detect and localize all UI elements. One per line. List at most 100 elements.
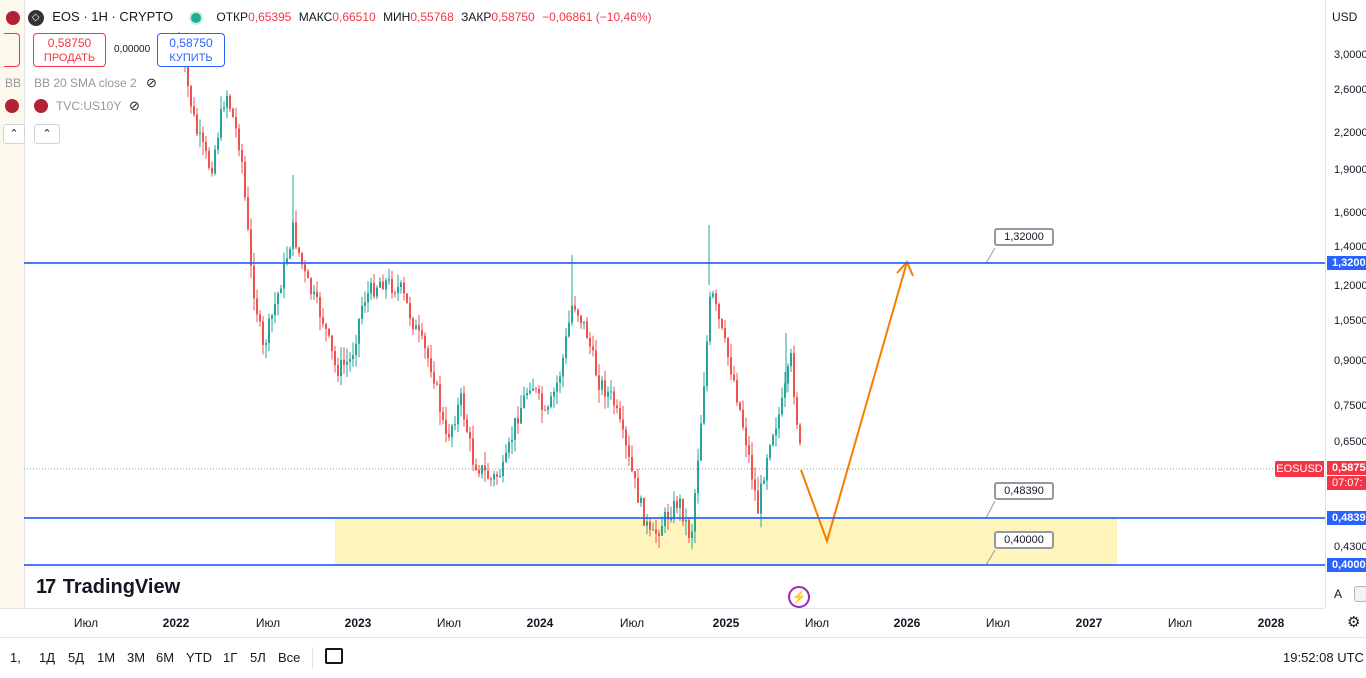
candle-body (337, 365, 339, 376)
eye-hidden-icon-2[interactable]: ⊘ (129, 98, 140, 113)
symbol-title[interactable]: EOS · 1H · CRYPTO (52, 9, 174, 24)
candle-body (721, 319, 723, 329)
candle-body (421, 330, 423, 336)
time-axis[interactable]: Июл 2022 Июл 2023 Июл 2024 Июл 2025 Июл … (0, 608, 1325, 638)
resistance-line-1320[interactable] (24, 262, 1325, 264)
collapse-button-left[interactable]: ⌃ (3, 124, 25, 144)
candle-body (757, 490, 759, 514)
price-chart[interactable] (0, 0, 1325, 608)
settings-gear-icon[interactable]: ⚙ (1347, 614, 1361, 631)
buy-button[interactable]: 0,58750 КУПИТЬ (157, 33, 225, 67)
candle-body (667, 512, 669, 520)
candle-body (448, 433, 450, 438)
candle-body (709, 296, 711, 342)
price-axis[interactable]: USD 3,0000 2,6000 2,2000 1,9000 1,6000 1… (1325, 0, 1366, 608)
support-line-4000[interactable] (24, 564, 1325, 566)
candle-body (595, 350, 597, 376)
level-callout-upper[interactable]: 1,32000 (994, 228, 1054, 246)
candle-body (343, 359, 345, 365)
level-callout-lower[interactable]: 0,40000 (994, 531, 1054, 549)
candle-body (778, 414, 780, 429)
candle-body (601, 380, 603, 390)
candle-body (520, 407, 522, 424)
chart-area[interactable]: 1,32000 0,48390 0,40000 ◇ EOS · 1H · CRY… (0, 0, 1325, 608)
bottom-toolbar: 1, 1Д 5Д 1М 3М 6М YTD 1Г 5Л Все 19:52:08… (0, 637, 1366, 678)
candle-body (727, 338, 729, 358)
date-range-icon[interactable] (325, 648, 343, 664)
candle-body (190, 86, 192, 107)
candle-body (583, 321, 585, 324)
range-3m[interactable]: 3М (127, 650, 146, 665)
currency-label[interactable]: USD (1332, 10, 1358, 24)
scale-settings-icon[interactable] (1354, 586, 1366, 602)
candle-body (559, 376, 561, 383)
eye-hidden-icon[interactable]: ⊘ (146, 75, 157, 90)
range-6m[interactable]: 6М (156, 650, 175, 665)
candle-body (787, 366, 789, 384)
candle-body (712, 293, 714, 297)
collapse-legend-button[interactable]: ⌃ (34, 124, 60, 144)
candle-body (394, 292, 396, 294)
candle-body (229, 95, 231, 109)
close-value: 0,58750 (491, 10, 535, 24)
candle-body (682, 498, 684, 522)
eos-logo-icon: ◇ (27, 9, 44, 26)
range-5d[interactable]: 5Д (68, 650, 85, 665)
candle-body (541, 393, 543, 410)
range-1d[interactable]: 1Д (39, 650, 56, 665)
support-line-4839[interactable] (24, 517, 1325, 519)
candle-body (586, 321, 588, 339)
candle-body (649, 521, 651, 530)
candle-body (697, 460, 699, 494)
range-ytd[interactable]: YTD (186, 650, 212, 665)
candle-body (283, 262, 285, 289)
range-5y[interactable]: 5Л (250, 650, 266, 665)
candle-body (385, 280, 387, 290)
candle-body (580, 315, 582, 324)
candle-body (367, 293, 369, 303)
candle-body (622, 419, 624, 430)
sell-button[interactable]: 0,58750 ПРОДАТЬ (33, 33, 106, 67)
badge-timer: 07:07: (1327, 476, 1366, 490)
candle-body (292, 222, 294, 249)
candle-body (346, 361, 348, 365)
badge-4839: 0,4839 (1327, 511, 1366, 525)
candle-body (784, 383, 786, 398)
candle-body (289, 248, 291, 259)
candle-body (199, 132, 201, 134)
candle-body (451, 425, 453, 438)
lightning-icon[interactable]: ⚡ (788, 586, 810, 608)
change-value: −0,06861 (−10,46%) (542, 10, 652, 24)
candle-body (442, 411, 444, 420)
candle-body (760, 483, 762, 514)
candle-body (313, 291, 315, 294)
candle-body (790, 353, 792, 367)
range-1y[interactable]: 1Г (223, 650, 238, 665)
left-partial-button[interactable] (4, 33, 20, 67)
level-callout-middle[interactable]: 0,48390 (994, 482, 1054, 500)
candle-body (751, 454, 753, 480)
candle-body (544, 409, 546, 411)
candle-body (295, 222, 297, 248)
candle-body (706, 341, 708, 387)
candle-body (499, 475, 501, 477)
range-all[interactable]: Все (278, 650, 301, 665)
candle-body (643, 497, 645, 526)
tradingview-logo[interactable]: 17 TradingView (36, 576, 181, 598)
candle-body (523, 395, 525, 408)
candle-body (310, 278, 312, 294)
candle-body (673, 500, 675, 520)
candle-body (349, 359, 351, 362)
bb-indicator-label[interactable]: BB 20 SMA close 2 (34, 76, 137, 90)
auto-scale-button[interactable]: A (1334, 587, 1343, 601)
candle-body (619, 408, 621, 420)
high-value: 0,66510 (332, 10, 376, 24)
candle-body (592, 346, 594, 351)
utc-clock[interactable]: 19:52:08 UTC (1283, 650, 1364, 665)
interval-partial[interactable]: 1, (10, 650, 21, 665)
range-1m[interactable]: 1М (97, 650, 116, 665)
bb-short-label: BB (5, 76, 22, 90)
tvc-indicator-label[interactable]: TVC:US10Y (56, 99, 122, 113)
candle-body (700, 423, 702, 461)
candle-body (568, 322, 570, 337)
